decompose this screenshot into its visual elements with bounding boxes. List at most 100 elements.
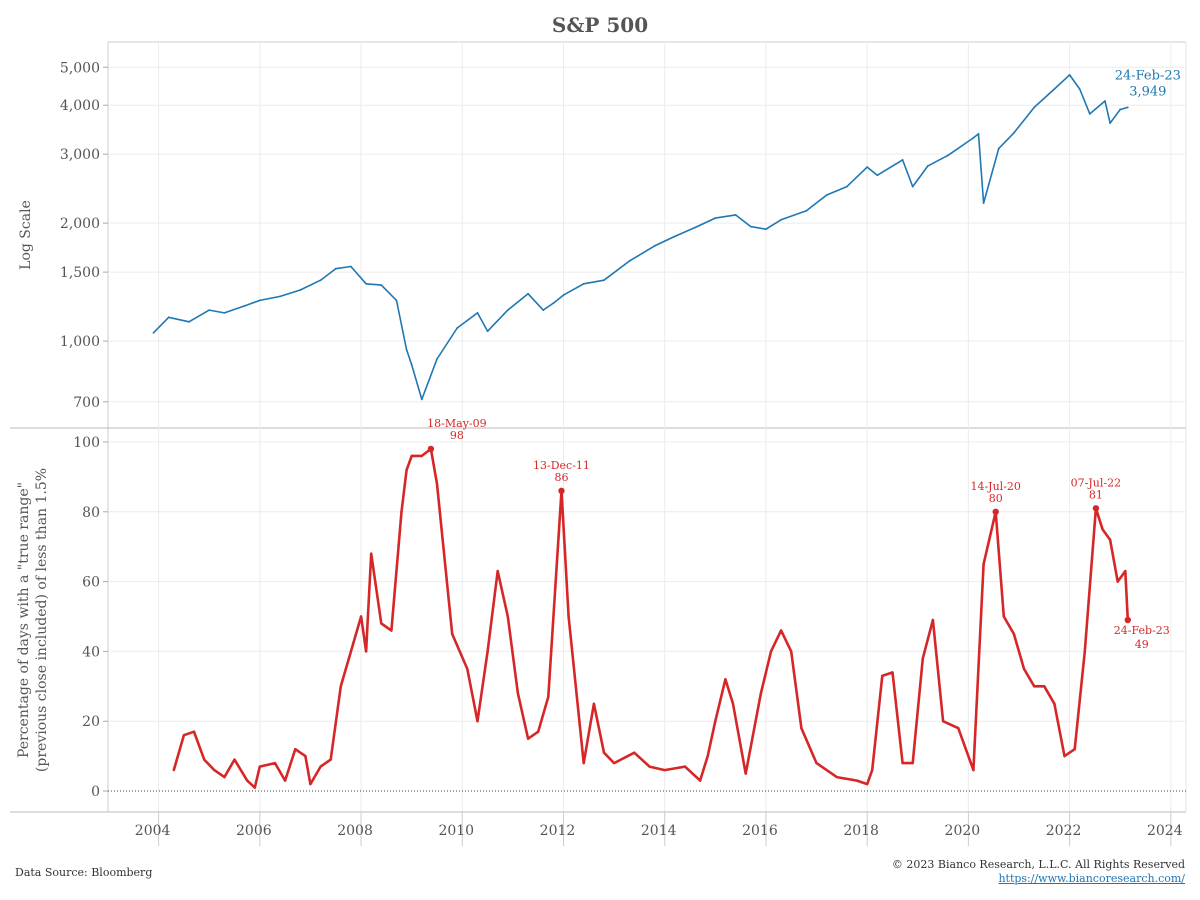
true-range-data-point <box>1073 748 1076 751</box>
sp500-data-point <box>299 289 302 291</box>
x-axis: 2004 2006 2008 2010 2012 2014 2016 2018 2020 2022… <box>135 812 1183 846</box>
sp500-data-point <box>977 133 980 135</box>
sp500-data-point <box>1088 113 1091 115</box>
true-range-data-point <box>1033 685 1036 688</box>
true-range-data-point <box>567 615 570 618</box>
true-range-data-point <box>714 720 717 723</box>
true-range-data-point <box>724 678 727 681</box>
peak-annotation-date: 24-Feb-23 <box>1114 624 1170 637</box>
true-range-data-point <box>466 667 469 671</box>
x-tick-label: 2008 <box>337 823 373 839</box>
sp500-data-point <box>982 202 985 205</box>
x-tick-label: 2014 <box>641 823 677 839</box>
true-range-data-point <box>192 730 196 733</box>
true-range-data-point <box>400 510 403 513</box>
true-range-data-point <box>364 650 368 653</box>
true-range-data-point <box>633 751 636 754</box>
true-range-data-point <box>941 720 945 723</box>
true-range-data-point <box>420 454 423 458</box>
x-tick-label: 2004 <box>135 823 171 839</box>
sp500-data-point <box>1109 122 1111 124</box>
sp500-data-point <box>420 398 423 401</box>
sp500-data-point <box>562 294 565 296</box>
sp500-data-point <box>714 217 717 220</box>
peak-annotation-value: 98 <box>450 429 464 442</box>
true-range-data-point <box>744 772 747 775</box>
true-range-data-point <box>866 782 869 786</box>
true-range-data-point <box>982 562 985 566</box>
sp500-data-point <box>152 331 155 334</box>
x-tick-label: 2018 <box>843 823 879 839</box>
sp500-data-point <box>780 218 782 221</box>
sp500-annotation-date: 24-Feb-23 <box>1115 68 1181 83</box>
sp500-data-point <box>527 292 529 295</box>
true-range-data-point <box>911 761 914 765</box>
true-range-data-point <box>855 779 859 782</box>
true-range-data-point <box>516 692 520 695</box>
sp500-data-point <box>972 137 975 139</box>
top-y-tick-label: 2,000 <box>60 216 100 232</box>
true-range-data-point <box>1083 650 1087 653</box>
true-range-data-point <box>1043 685 1046 688</box>
sp500-data-point <box>694 226 696 229</box>
true-range-data-point <box>380 622 383 625</box>
true-range-data-point <box>451 632 454 636</box>
sp500-data-point <box>1068 74 1071 76</box>
true-range-data-point <box>1012 632 1016 636</box>
true-range-data-point <box>1002 615 1005 618</box>
true-range-data-point <box>602 751 606 754</box>
true-range-data-point <box>547 695 550 698</box>
sp500-data-point <box>456 327 459 329</box>
x-tick-label: 2024 <box>1147 823 1183 839</box>
sp500-data-point <box>749 225 752 228</box>
top-y-tick-label: 5,000 <box>60 60 100 76</box>
sp500-data-point <box>365 282 367 285</box>
bianco-research-link[interactable]: https://www.biancoresearch.com/ <box>998 872 1185 885</box>
true-range-data-point <box>273 761 277 765</box>
true-range-data-point <box>354 632 358 636</box>
sp500-data-point <box>927 165 929 167</box>
true-range-data-point <box>233 758 236 761</box>
sp500-data-point <box>1033 106 1036 109</box>
x-tick-label: 2006 <box>236 823 272 839</box>
sp500-data-point <box>258 299 261 302</box>
bottom-y-tick-label: 20 <box>82 714 100 730</box>
sp500-data-point <box>846 185 848 188</box>
true-range-data-point <box>871 768 874 772</box>
x-tick-label: 2020 <box>945 823 981 839</box>
true-range-data-point <box>698 779 702 782</box>
sp500-data-point <box>653 245 656 247</box>
peak-annotation-date: 18-May-09 <box>427 417 486 430</box>
true-range-data-point <box>957 727 960 730</box>
sp500-data-point <box>876 174 879 177</box>
bottom-y-tick-label: 40 <box>82 644 100 660</box>
true-range-data-point <box>496 569 499 573</box>
true-range-data-point <box>246 779 249 782</box>
sp500-data-point <box>1119 108 1122 111</box>
sp500-data-point <box>552 302 555 304</box>
sp500-data-point <box>765 228 767 231</box>
top-y-tick-label: 4,000 <box>60 98 100 114</box>
sp500-data-point <box>410 363 413 366</box>
true-range-line <box>172 447 1130 789</box>
true-range-data-point <box>612 761 616 765</box>
true-range-data-point <box>921 657 924 660</box>
true-range-data-point <box>526 737 530 740</box>
sp500-data-point <box>279 295 281 298</box>
true-range-data-point <box>931 618 935 622</box>
sp500-price-line <box>152 74 1129 401</box>
sp500-data-point <box>901 159 904 161</box>
true-range-data-point <box>881 674 884 678</box>
peak-annotation-value: 80 <box>989 492 1003 505</box>
sp500-data-point <box>243 305 246 307</box>
sp500-data-point <box>911 185 914 188</box>
true-range-data-point <box>537 730 540 733</box>
true-range-data-point <box>283 779 287 782</box>
true-range-data-point <box>253 786 256 789</box>
true-range-data-point <box>182 734 186 737</box>
bottom-y-tick-label: 80 <box>82 505 100 521</box>
sp500-data-point <box>1126 106 1129 109</box>
sp500-data-point <box>1104 100 1106 102</box>
true-range-data-point <box>769 650 773 653</box>
